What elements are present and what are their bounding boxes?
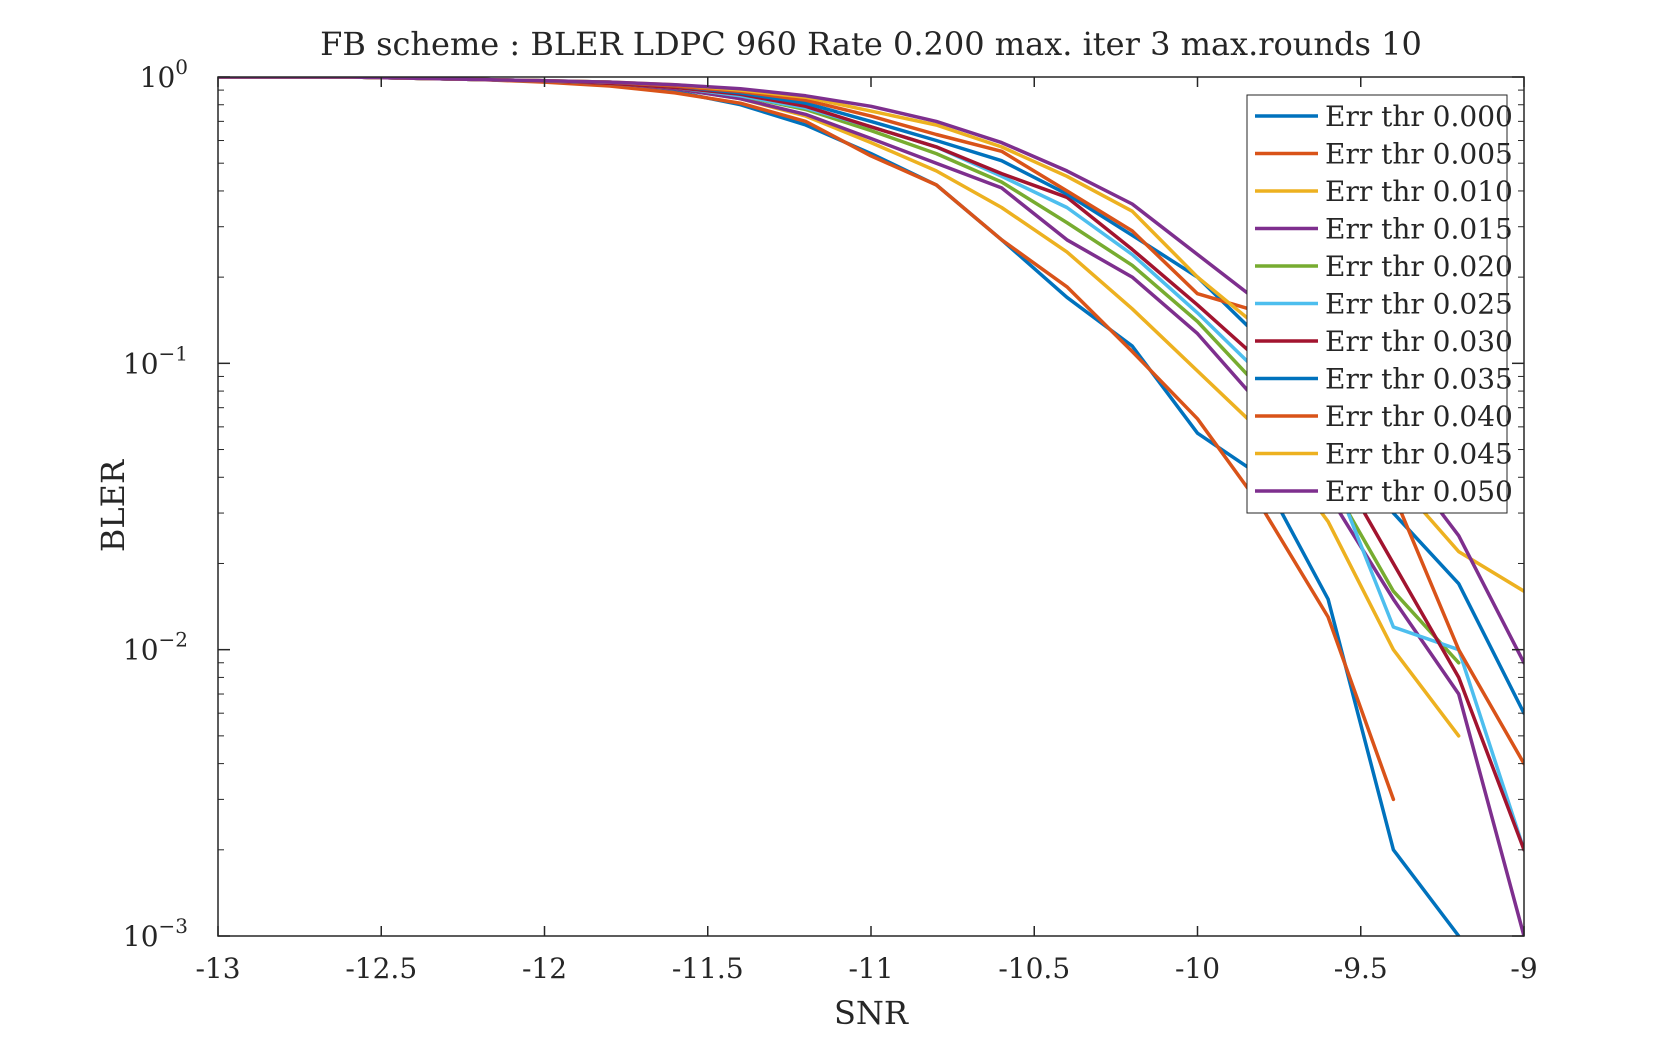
x-axis-label: SNR: [834, 994, 909, 1032]
legend-label: Err thr 0.000: [1325, 100, 1513, 133]
legend: Err thr 0.000 Err thr 0.005 Err thr 0.010 E…: [1246, 94, 1513, 514]
legend-label: Err thr 0.010: [1325, 175, 1513, 208]
x-tick-label: -11.5: [672, 952, 744, 985]
legend-items: Err thr 0.000 Err thr 0.005 Err thr 0.010 E…: [1255, 100, 1513, 508]
chart-title: FB scheme : BLER LDPC 960 Rate 0.200 max…: [320, 25, 1422, 63]
x-tick-label: -12.5: [345, 952, 417, 985]
x-tick-label: -13: [195, 952, 240, 985]
legend-label: Err thr 0.035: [1325, 363, 1513, 396]
legend-label: Err thr 0.050: [1325, 475, 1513, 508]
x-tick-label: -12: [522, 952, 567, 985]
legend-label: Err thr 0.020: [1325, 250, 1513, 283]
legend-label: Err thr 0.030: [1325, 325, 1513, 358]
legend-label: Err thr 0.005: [1325, 138, 1513, 171]
y-tick-label: 10−3: [123, 914, 188, 953]
legend-label: Err thr 0.040: [1325, 400, 1513, 433]
x-tick-label: -9: [1510, 952, 1537, 985]
x-tick-label: -11: [848, 952, 893, 985]
x-tick-label: -9.5: [1334, 952, 1388, 985]
legend-label: Err thr 0.045: [1325, 438, 1513, 471]
legend-label: Err thr 0.015: [1325, 213, 1513, 246]
y-axis: 100 10−1 10−2 10−3: [123, 55, 1524, 953]
x-axis: -13 -12.5 -12 -11.5 -11 -10.5 -10 -9.5 -9: [195, 77, 1538, 985]
legend-label: Err thr 0.025: [1325, 288, 1513, 321]
y-tick-label: 10−2: [123, 628, 188, 667]
y-axis-label: BLER: [94, 459, 132, 552]
y-tick-label: 10−1: [123, 341, 188, 380]
x-tick-label: -10: [1175, 952, 1220, 985]
y-tick-label: 100: [140, 55, 188, 94]
x-tick-label: -10.5: [998, 952, 1070, 985]
